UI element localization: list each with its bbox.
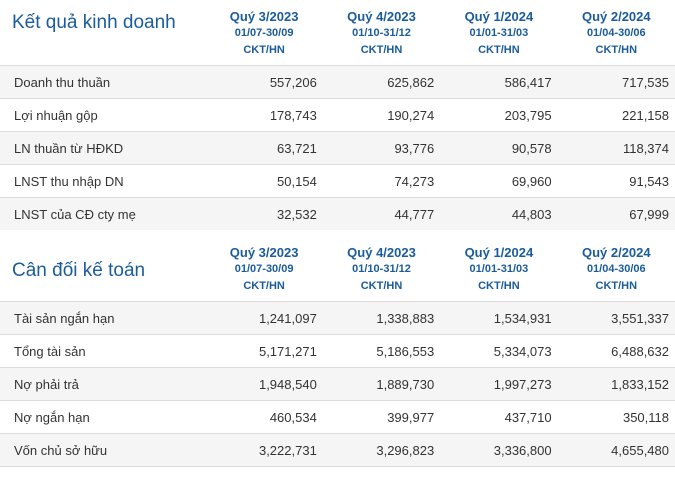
value-cell: 6,488,632 [557,334,675,368]
value-cell: 190,274 [322,98,441,132]
value-cell: 221,158 [557,98,675,132]
table-row: Tài sản ngắn hạn 1,241,097 1,338,883 1,5… [0,301,675,335]
value-cell: 1,997,273 [440,367,558,401]
value-cell: 350,118 [557,400,675,434]
table-row: Tổng tài sản 5,171,271 5,186,553 5,334,0… [0,334,675,368]
date-range: 01/10-31/12 [352,263,411,275]
value-cell: 1,338,883 [322,301,441,335]
value-cell: 203,795 [440,98,558,132]
value-cell: 93,776 [322,131,441,165]
column-header-q1-2024[interactable]: Quý 1/2024 01/01-31/03 CKT/HN [440,0,557,66]
value-cell: 118,374 [557,131,675,165]
value-cell: 625,862 [322,65,441,99]
section-title-income: Kết quả kinh doanh [12,12,176,33]
quarter-label: Quý 3/2023 [229,9,299,24]
column-header-q3-2023[interactable]: Quý 3/2023 01/07-30/09 CKT/HN [205,0,322,66]
value-cell: 63,721 [205,131,323,165]
date-range: 01/07-30/09 [234,27,294,39]
table-row: Vốn chủ sở hữu 3,222,731 3,296,823 3,336… [0,433,675,467]
table-row: LNST thu nhập DN 50,154 74,273 69,960 91… [0,164,675,198]
value-cell: 717,535 [557,65,675,99]
table-row: Nợ ngắn hạn 460,534 399,977 437,710 350,… [0,400,675,434]
quarter-label: Quý 3/2023 [229,245,299,260]
value-cell: 50,154 [205,164,323,198]
value-cell: 74,273 [322,164,441,198]
report-type: CKT/HN [595,44,638,56]
value-cell: 1,534,931 [440,301,558,335]
value-cell: 3,296,823 [322,433,441,467]
table-row: Doanh thu thuần 557,206 625,862 586,417 … [0,65,675,99]
row-label[interactable]: Vốn chủ sở hữu [0,433,206,467]
table-row: LNST của CĐ cty mẹ 32,532 44,777 44,803 … [0,197,675,230]
report-type: CKT/HN [360,44,403,56]
row-label[interactable]: LN thuần từ HĐKD [0,131,206,165]
value-cell: 399,977 [322,400,441,434]
section-title-balance: Cân đối kế toán [12,260,146,281]
date-range: 01/07-30/09 [234,263,294,275]
income-header-row: Kết quả kinh doanh Quý 3/2023 01/07-30/09… [0,0,675,66]
report-type: CKT/HN [243,280,285,292]
column-header-q1-2024[interactable]: Quý 1/2024 01/01-31/03 CKT/HN [440,230,557,302]
value-cell: 5,171,271 [205,334,323,368]
value-cell: 44,777 [322,197,441,230]
value-cell: 437,710 [440,400,558,434]
column-header-q2-2024[interactable]: Quý 2/2024 01/04-30/06 CKT/HN [558,230,675,302]
value-cell: 178,743 [205,98,323,132]
report-type: CKT/HN [360,280,403,292]
value-cell: 44,803 [440,197,558,230]
value-cell: 91,543 [557,164,675,198]
value-cell: 1,833,152 [557,367,675,401]
table-row: LN thuần từ HĐKD 63,721 93,776 90,578 11… [0,131,675,165]
value-cell: 67,999 [557,197,675,230]
date-range: 01/04-30/06 [586,27,646,39]
row-label[interactable]: Lợi nhuận gộp [0,98,206,132]
column-header-q2-2024[interactable]: Quý 2/2024 01/04-30/06 CKT/HN [558,0,675,66]
report-type: CKT/HN [595,280,638,292]
value-cell: 32,532 [205,197,323,230]
value-cell: 3,551,337 [557,301,675,335]
quarter-label: Quý 2/2024 [581,245,651,260]
column-header-q3-2023[interactable]: Quý 3/2023 01/07-30/09 CKT/HN [205,230,322,302]
value-cell: 3,336,800 [440,433,558,467]
financial-summary-table: Kết quả kinh doanh Quý 3/2023 01/07-30/09… [0,0,675,467]
quarter-label: Quý 4/2023 [347,9,416,24]
value-cell: 460,534 [205,400,323,434]
value-cell: 69,960 [440,164,558,198]
balance-header-row: Cân đối kế toán Quý 3/2023 01/07-30/09 CKT… [0,230,675,302]
value-cell: 1,948,540 [205,367,323,401]
value-cell: 90,578 [440,131,558,165]
value-cell: 5,334,073 [440,334,558,368]
date-range: 01/04-30/06 [586,263,646,275]
column-header-q4-2023[interactable]: Quý 4/2023 01/10-31/12 CKT/HN [323,230,440,302]
row-label[interactable]: Nợ ngắn hạn [0,400,206,434]
value-cell: 1,889,730 [322,367,441,401]
row-label[interactable]: Tài sản ngắn hạn [0,301,206,335]
quarter-label: Quý 1/2024 [464,9,534,24]
row-label[interactable]: Doanh thu thuần [0,65,206,99]
row-label[interactable]: LNST thu nhập DN [0,164,206,198]
row-label[interactable]: Tổng tài sản [0,334,206,368]
table-row: Nợ phải trả 1,948,540 1,889,730 1,997,27… [0,367,675,401]
date-range: 01/01-31/03 [469,27,529,39]
table-row: Lợi nhuận gộp 178,743 190,274 203,795 22… [0,98,675,132]
value-cell: 5,186,553 [322,334,441,368]
date-range: 01/01-31/03 [469,263,529,275]
quarter-label: Quý 1/2024 [464,245,534,260]
column-header-q4-2023[interactable]: Quý 4/2023 01/10-31/12 CKT/HN [323,0,440,66]
report-type: CKT/HN [243,44,285,56]
value-cell: 4,655,480 [557,433,675,467]
value-cell: 557,206 [205,65,323,99]
row-label[interactable]: Nợ phải trả [0,367,206,401]
value-cell: 3,222,731 [205,433,323,467]
report-type: CKT/HN [478,280,520,292]
value-cell: 1,241,097 [205,301,323,335]
row-label[interactable]: LNST của CĐ cty mẹ [0,197,206,230]
date-range: 01/10-31/12 [352,27,411,39]
value-cell: 586,417 [440,65,558,99]
quarter-label: Quý 2/2024 [581,9,651,24]
quarter-label: Quý 4/2023 [347,245,416,260]
report-type: CKT/HN [478,44,520,56]
